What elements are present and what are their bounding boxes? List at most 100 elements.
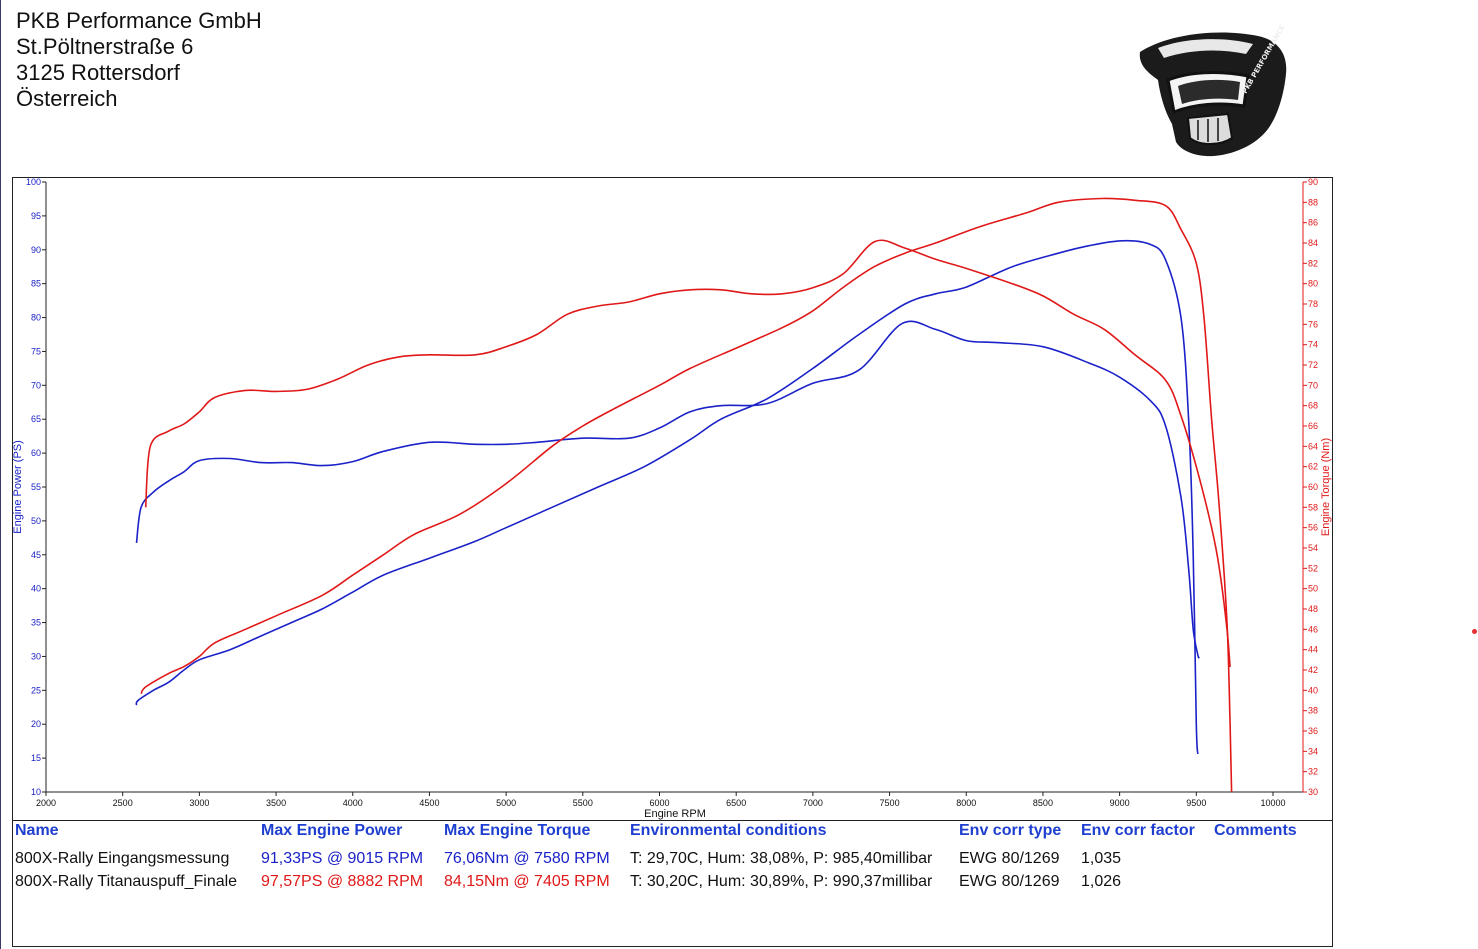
legend-header-power: Max Engine Power: [261, 822, 403, 839]
x-tick-label: 4000: [343, 798, 363, 808]
legend-row-1-env: T: 29,70C, Hum: 38,08%, P: 985,40milliba…: [630, 850, 933, 867]
company-country: Österreich: [16, 86, 118, 111]
y-right-tick-label: 64: [1308, 441, 1318, 451]
x-axis-label: Engine RPM: [644, 808, 706, 820]
y-right-tick-label: 54: [1308, 543, 1318, 553]
y-right-tick-label: 58: [1308, 502, 1318, 512]
x-tick-label: 3500: [266, 798, 286, 808]
axis-labels: Engine RPM Engine Power (PS) Engine Torq…: [12, 438, 1332, 820]
y-left-tick-label: 10: [31, 787, 41, 797]
x-tick-label: 5000: [496, 798, 516, 808]
x-tick-label: 2000: [36, 798, 56, 808]
y-right-tick-label: 44: [1308, 645, 1318, 655]
legend-row-2-corr-factor: 1,026: [1081, 873, 1122, 890]
y-right-tick-label: 34: [1308, 746, 1318, 756]
y-right-tick-label: 80: [1308, 279, 1318, 289]
x-tick-label: 10000: [1260, 798, 1285, 808]
y-right-tick-label: 82: [1308, 258, 1318, 268]
y-right-tick-label: 84: [1308, 238, 1318, 248]
y-axis-left-label: Engine Power (PS): [12, 440, 24, 534]
y-right-tick-label: 56: [1308, 523, 1318, 533]
y-left-tick-label: 65: [31, 414, 41, 424]
legend-row-1-torque: 76,06Nm @ 7580 RPM: [444, 850, 610, 867]
y-right-tick-label: 66: [1308, 421, 1318, 431]
y-right-tick-label: 76: [1308, 319, 1318, 329]
y-right-tick-label: 62: [1308, 462, 1318, 472]
y-left-tick-label: 95: [31, 211, 41, 221]
x-tick-label: 3000: [189, 798, 209, 808]
x-tick-label: 6000: [649, 798, 669, 808]
legend-row-2-name: 800X-Rally Titanauspuff_Finale: [15, 873, 238, 890]
x-tick-label: 9000: [1110, 798, 1130, 808]
y-right-tick-label: 78: [1308, 299, 1318, 309]
y-left-tick-label: 60: [31, 448, 41, 458]
y-left-tick-label: 80: [31, 313, 41, 323]
series-lines: [135, 197, 1233, 793]
y-right-tick-label: 72: [1308, 360, 1318, 370]
x-tick-label: 8500: [1033, 798, 1053, 808]
legend-row-2-torque: 84,15Nm @ 7405 RPM: [444, 873, 610, 890]
y-right-tick-label: 40: [1308, 685, 1318, 695]
y-left-tick-label: 35: [31, 618, 41, 628]
y-left-tick-label: 15: [31, 753, 41, 763]
y-left-tick-label: 30: [31, 651, 41, 661]
y-right-tick-label: 88: [1308, 197, 1318, 207]
x-tick-label: 7000: [803, 798, 823, 808]
legend-row-2-power: 97,57PS @ 8882 RPM: [261, 873, 424, 890]
power-curve-series-1: [135, 239, 1199, 755]
y-left-tick-label: 20: [31, 719, 41, 729]
y-left-tick-label: 55: [31, 482, 41, 492]
torque-curve-series-1: [135, 320, 1201, 659]
y-left-tick-label: 25: [31, 685, 41, 695]
x-tick-label: 6500: [726, 798, 746, 808]
y-right-tick-label: 60: [1308, 482, 1318, 492]
y-right-tick-label: 36: [1308, 726, 1318, 736]
legend-row-1-power: 91,33PS @ 9015 RPM: [261, 850, 424, 867]
legend-divider: [12, 820, 1333, 821]
legend-header-corr-factor: Env corr factor: [1081, 822, 1195, 839]
torque-curve-series-2: [144, 239, 1231, 668]
stray-red-dot: [1472, 629, 1477, 634]
x-tick-label: 2500: [113, 798, 133, 808]
y-right-tick-label: 74: [1308, 340, 1318, 350]
legend-header-env: Environmental conditions: [630, 822, 827, 839]
y-right-tick-label: 68: [1308, 401, 1318, 411]
power-curve-series-2: [140, 197, 1233, 793]
legend-row-2-corr-type: EWG 80/1269: [959, 873, 1060, 890]
y-right-tick-label: 30: [1308, 787, 1318, 797]
legend-row-1-corr-type: EWG 80/1269: [959, 850, 1060, 867]
y-right-tick-label: 50: [1308, 584, 1318, 594]
axes: 2000 2500 3000 3500 4000 4500 5000 5500 6000 6500…: [26, 177, 1318, 808]
x-tick-label: 5500: [573, 798, 593, 808]
y-left-tick-label: 85: [31, 279, 41, 289]
company-address: PKB Performance GmbH St.Pöltnerstraße 6 …: [16, 8, 262, 112]
y-right-tick-label: 48: [1308, 604, 1318, 614]
legend-header-torque: Max Engine Torque: [444, 822, 591, 839]
x-tick-label: 7500: [880, 798, 900, 808]
y-right-tick-label: 32: [1308, 767, 1318, 777]
y-left-tick-label: 40: [31, 584, 41, 594]
company-street: St.Pöltnerstraße 6: [16, 34, 194, 59]
legend-row-2-env: T: 30,20C, Hum: 30,89%, P: 990,37milliba…: [630, 873, 933, 890]
legend-row-1-name: 800X-Rally Eingangsmessung: [15, 850, 230, 867]
helmet-logo-icon: PKB PERFORMANCE: [1139, 23, 1287, 157]
y-right-tick-label: 52: [1308, 563, 1318, 573]
legend-row-1-corr-factor: 1,035: [1081, 850, 1122, 867]
company-name: PKB Performance GmbH: [16, 8, 262, 33]
y-right-tick-label: 42: [1308, 665, 1318, 675]
y-left-tick-label: 50: [31, 516, 41, 526]
y-left-tick-label: 100: [26, 177, 41, 187]
x-tick-label: 4500: [419, 798, 439, 808]
x-tick-label: 8000: [956, 798, 976, 808]
y-axis-right-label: Engine Torque (Nm): [1320, 438, 1332, 536]
legend-header-corr-type: Env corr type: [959, 822, 1062, 839]
company-city: 3125 Rottersdorf: [16, 60, 180, 85]
y-right-tick-label: 46: [1308, 624, 1318, 634]
y-left-tick-label: 90: [31, 245, 41, 255]
x-tick-label: 9500: [1186, 798, 1206, 808]
legend-header-comments: Comments: [1214, 822, 1297, 839]
y-right-tick-label: 70: [1308, 380, 1318, 390]
y-right-tick-label: 90: [1308, 177, 1318, 187]
chart-panel: [12, 177, 1333, 947]
